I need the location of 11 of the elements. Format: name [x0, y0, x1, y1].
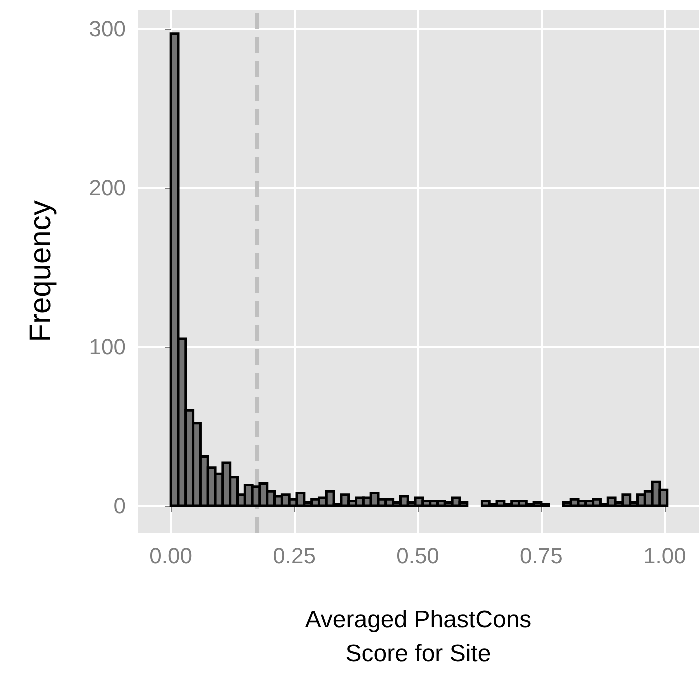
- y-tick-label: 0: [114, 493, 126, 518]
- y-tick-label: 200: [89, 176, 126, 201]
- x-tick-label: 0.75: [520, 544, 563, 568]
- x-tick-label: 1.00: [644, 544, 686, 568]
- x-tick-label: 0.00: [150, 544, 192, 568]
- y-tick-label: 300: [89, 16, 126, 42]
- x-tick-label: 0.50: [396, 544, 440, 568]
- x-axis-title: Averaged PhastCons Score for Site: [305, 606, 532, 668]
- x-tick-label: 0.25: [273, 544, 316, 568]
- y-axis-title: Frequency: [24, 200, 58, 342]
- y-tick-label: 100: [89, 334, 126, 360]
